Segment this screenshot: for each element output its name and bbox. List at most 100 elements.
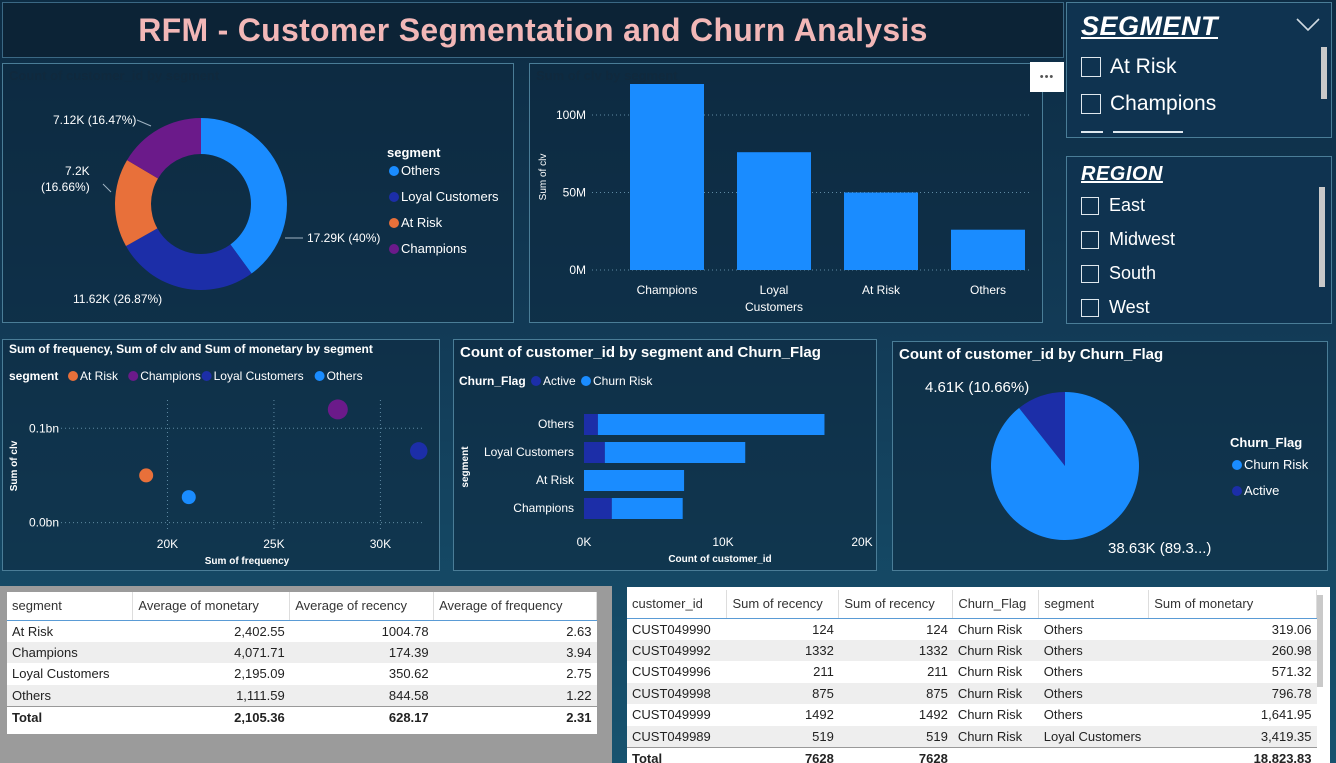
y-tick-label: Loyal Customers xyxy=(484,445,574,459)
y-tick-label: 0.0bn xyxy=(29,516,59,530)
table-cell: 875 xyxy=(838,682,953,704)
table-cell: Churn Risk xyxy=(952,682,1039,704)
legend-marker-others xyxy=(314,371,325,381)
pie-slice-active[interactable] xyxy=(1019,392,1065,466)
donut-label-loyal-customers: 11.62K (26.87%) xyxy=(73,292,162,306)
table-total-row: Total 2,105.36 628.17 2.31 xyxy=(7,705,597,728)
table-row[interactable]: CUST049999 1492 1492 Churn Risk Others 1,641.… xyxy=(627,704,1317,726)
legend-marker-loyal-customers xyxy=(389,192,399,202)
leader-line xyxy=(136,119,152,127)
bar-champions-churn-risk[interactable] xyxy=(611,498,683,519)
ellipsis-icon: ••• xyxy=(1039,71,1055,83)
column-header[interactable]: Average of recency xyxy=(289,592,435,621)
table-cell: CUST049996 xyxy=(632,664,711,680)
table-cell: 4,071.71 xyxy=(132,641,290,663)
bar-champions-active[interactable] xyxy=(584,498,612,519)
bar-others[interactable] xyxy=(951,229,1025,270)
donut-slice-at-risk[interactable] xyxy=(114,160,159,247)
legend-label-others: Others xyxy=(327,369,363,383)
table-cell: Churn Risk xyxy=(957,707,1023,723)
column-header[interactable]: customer_id xyxy=(627,590,728,619)
bar-at-risk[interactable] xyxy=(844,192,918,271)
stacked-bar-chart-title: Count of customer_id by segment and Chur… xyxy=(460,344,821,361)
donut-label-at-risk-value: 7.2K xyxy=(65,164,90,178)
bar-loyal-customers-churn-risk[interactable] xyxy=(604,442,746,463)
next-option-edge xyxy=(1113,131,1183,133)
table-cell: Others xyxy=(1043,621,1083,637)
column-header[interactable]: Churn_Flag xyxy=(952,590,1040,619)
scatter-point-champions[interactable] xyxy=(327,399,348,420)
checkbox-icon[interactable] xyxy=(1081,57,1101,77)
table-row[interactable]: Champions 4,071.71 174.39 3.94 xyxy=(7,641,597,663)
bar-others-active[interactable] xyxy=(584,414,598,435)
pie-chart-title: Count of customer_id by Churn_Flag xyxy=(899,346,1164,363)
scatter-point-loyal-customers[interactable] xyxy=(409,442,428,460)
y-tick-label: At Risk xyxy=(536,473,575,487)
checkbox-icon[interactable] xyxy=(1081,298,1099,317)
donut-slice-others[interactable] xyxy=(201,118,287,274)
pie-slice-churn-risk[interactable] xyxy=(991,392,1139,540)
donut-slice-loyal-customers[interactable] xyxy=(125,228,252,290)
scatter-point-at-risk[interactable] xyxy=(139,468,154,483)
bar-loyal-customers[interactable] xyxy=(737,152,811,270)
scatter-chart[interactable]: segment At Risk Champions Loyal Customers Ot… xyxy=(3,340,439,570)
hbar-legend-title: Churn_Flag xyxy=(459,374,526,388)
segment-option-champions[interactable]: Champions xyxy=(1081,92,1216,116)
table-cell: 350.62 xyxy=(388,666,429,682)
slicer-scrollbar[interactable] xyxy=(1319,187,1325,287)
checkbox-icon[interactable] xyxy=(1081,94,1101,114)
table-scrollbar[interactable] xyxy=(1317,595,1323,687)
donut-slice-champions[interactable] xyxy=(127,118,201,179)
table-total-cell: 2,105.36 xyxy=(132,705,290,728)
pie-chart[interactable]: 4.61K (10.66%) 38.63K (89.3...) Churn_Flag… xyxy=(893,342,1327,570)
donut-chart[interactable]: 17.29K (40%) 11.62K (26.87%) 7.2K (16.66%) 7… xyxy=(3,64,513,322)
chevron-down-icon[interactable] xyxy=(1295,17,1321,33)
x-axis-label: Count of customer_id xyxy=(668,554,771,565)
table-total-cell: 7628 xyxy=(838,746,953,763)
clv-bar-chart[interactable]: 0M 50M 100M Sum of clv Champions Loyal Custome… xyxy=(530,64,1042,322)
table-row[interactable]: CUST049996 211 211 Churn Risk Others 571.32 xyxy=(627,661,1317,683)
column-header[interactable]: Sum of recency xyxy=(838,590,954,619)
bar-others-churn-risk[interactable] xyxy=(597,414,825,435)
region-option-east[interactable]: East xyxy=(1081,195,1145,216)
clv-bar-chart-panel: Sum of clv by segment 0M 50M 100M Sum of cl… xyxy=(529,63,1043,323)
more-options-button[interactable]: ••• xyxy=(1030,62,1064,92)
region-option-south[interactable]: South xyxy=(1081,263,1156,284)
checkbox-icon[interactable] xyxy=(1081,264,1099,283)
bar-at-risk-churn-risk[interactable] xyxy=(584,470,685,491)
scatter-point-others[interactable] xyxy=(181,490,196,505)
table-cell: 1.22 xyxy=(433,684,597,706)
donut-legend-title: segment xyxy=(387,145,441,160)
column-header[interactable]: segment xyxy=(7,592,134,621)
table-row[interactable]: CUST049998 875 875 Churn Risk Others 796.78 xyxy=(627,682,1317,704)
bar-champions[interactable] xyxy=(630,84,704,270)
table-row[interactable]: CUST049989 519 519 Churn Risk Loyal Customer… xyxy=(627,725,1317,747)
legend-label-at-risk: At Risk xyxy=(401,215,443,230)
table-row[interactable]: Others 1,111.59 844.58 1.22 xyxy=(7,684,597,706)
checkbox-icon[interactable] xyxy=(1081,230,1099,249)
slicer-scrollbar[interactable] xyxy=(1321,47,1327,99)
table-row[interactable]: Loyal Customers 2,195.09 350.62 2.75 xyxy=(7,663,597,685)
column-header[interactable]: Average of monetary xyxy=(132,592,291,621)
segment-option-at-risk[interactable]: At Risk xyxy=(1081,55,1177,79)
table-total-cell xyxy=(1038,746,1149,763)
column-header[interactable]: Sum of recency xyxy=(726,590,840,619)
table-header-row: customer_id Sum of recency Sum of recency C… xyxy=(627,590,1317,619)
table-row[interactable]: CUST049992 1332 1332 Churn Risk Others 260.98 xyxy=(627,639,1317,661)
table-cell: 796.78 xyxy=(1148,682,1317,704)
x-tick-label: Loyal xyxy=(760,283,789,297)
table-cell: Churn Risk xyxy=(957,664,1023,680)
region-option-midwest[interactable]: Midwest xyxy=(1081,229,1175,250)
region-option-west[interactable]: West xyxy=(1081,297,1150,318)
column-header[interactable]: Sum of monetary xyxy=(1148,590,1317,619)
bar-loyal-customers-active[interactable] xyxy=(584,442,605,463)
table-cell: 1004.78 xyxy=(381,623,429,639)
legend-label-champions: Champions xyxy=(401,241,467,256)
column-header[interactable]: Average of frequency xyxy=(433,592,597,621)
table-total-cell: 7628 xyxy=(726,746,839,763)
table-row[interactable]: CUST049990 124 124 Churn Risk Others 319.06 xyxy=(627,618,1317,640)
table-row[interactable]: At Risk 2,402.55 1004.78 2.63 xyxy=(7,620,597,642)
column-header[interactable]: segment xyxy=(1038,590,1150,619)
checkbox-icon[interactable] xyxy=(1081,196,1099,215)
stacked-bar-chart[interactable]: Churn_Flag Active Churn Risk 0K 10K 20K Count … xyxy=(454,340,876,570)
